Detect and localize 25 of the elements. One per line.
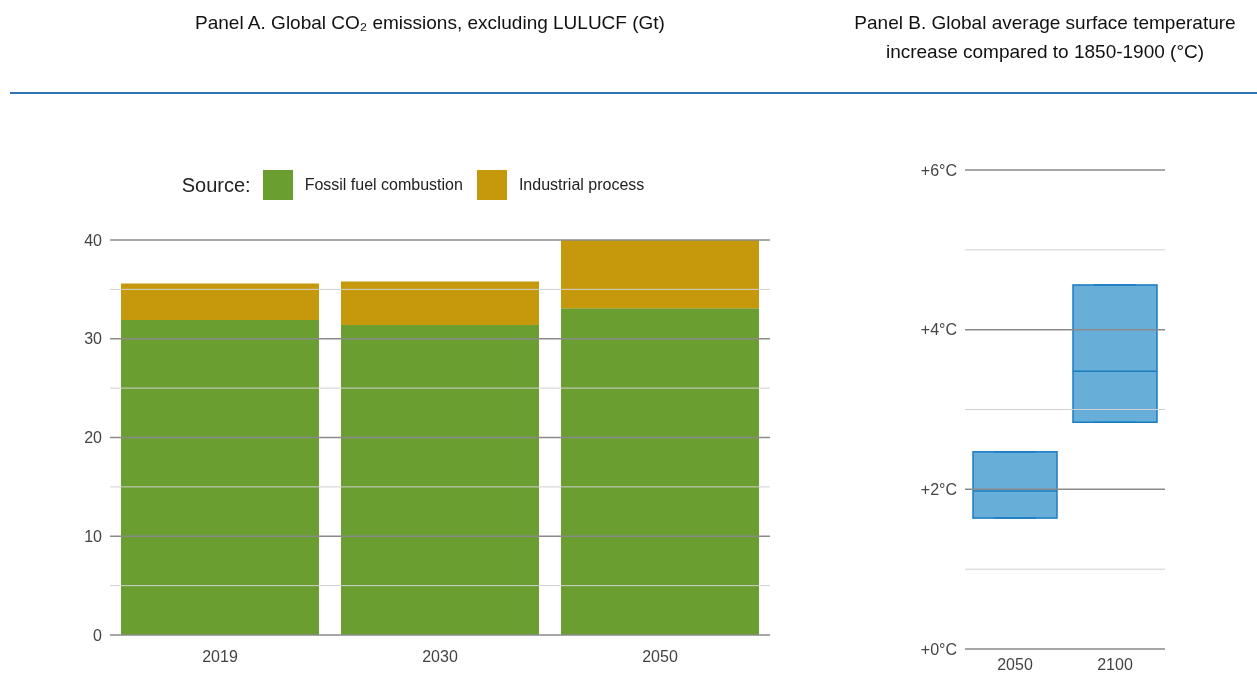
x-tick-label: 2030: [422, 648, 458, 666]
bar: [341, 324, 539, 635]
y-tick-label: 40: [84, 231, 103, 249]
chart-title: Panel A. Global CO₂ emissions, excluding LULUCF (Gt): [194, 11, 666, 35]
bar: [121, 319, 319, 635]
y-tick-label: +2°C: [920, 481, 957, 499]
bar: [561, 240, 759, 309]
bar: [561, 308, 759, 635]
bar: [121, 283, 319, 320]
legend-title: Source:: [181, 173, 251, 197]
bar: [341, 281, 539, 325]
y-tick-label: 20: [84, 429, 103, 447]
chart-title: Panel B. Global average surface temperature increase compared to 1850-1900 (°C): [853, 11, 1237, 64]
y-tick-label: +4°C: [920, 321, 957, 339]
y-tick-label: +6°C: [920, 161, 957, 179]
y-tick-label: +0°C: [920, 640, 957, 658]
y-tick-label: 0: [93, 626, 103, 644]
x-tick-label: 2050: [642, 648, 678, 666]
legend-label: Industrial process: [518, 176, 645, 194]
y-tick-label: 10: [84, 527, 103, 545]
legend-label: Fossil fuel combustion: [304, 176, 463, 194]
x-tick-label: 2050: [997, 656, 1033, 674]
x-tick-label: 2019: [202, 648, 238, 666]
y-tick-label: 30: [84, 330, 103, 348]
x-tick-label: 2100: [1097, 656, 1133, 674]
